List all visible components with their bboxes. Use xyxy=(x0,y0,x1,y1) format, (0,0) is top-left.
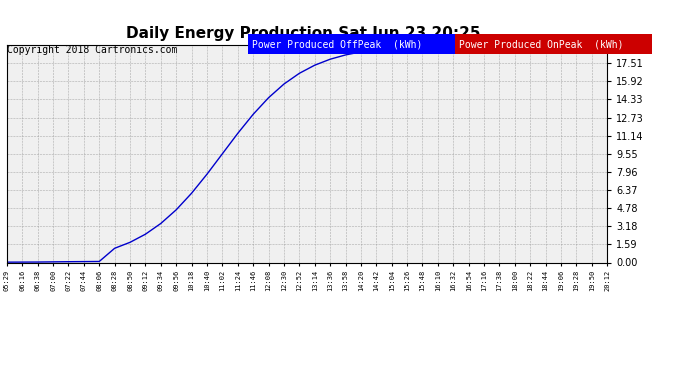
Text: Copyright 2018 Cartronics.com: Copyright 2018 Cartronics.com xyxy=(7,45,177,55)
Text: Power Produced OnPeak  (kWh): Power Produced OnPeak (kWh) xyxy=(459,39,623,49)
Text: Power Produced OffPeak  (kWh): Power Produced OffPeak (kWh) xyxy=(252,39,422,49)
Text: Daily Energy Production Sat Jun 23 20:25: Daily Energy Production Sat Jun 23 20:25 xyxy=(126,26,481,41)
